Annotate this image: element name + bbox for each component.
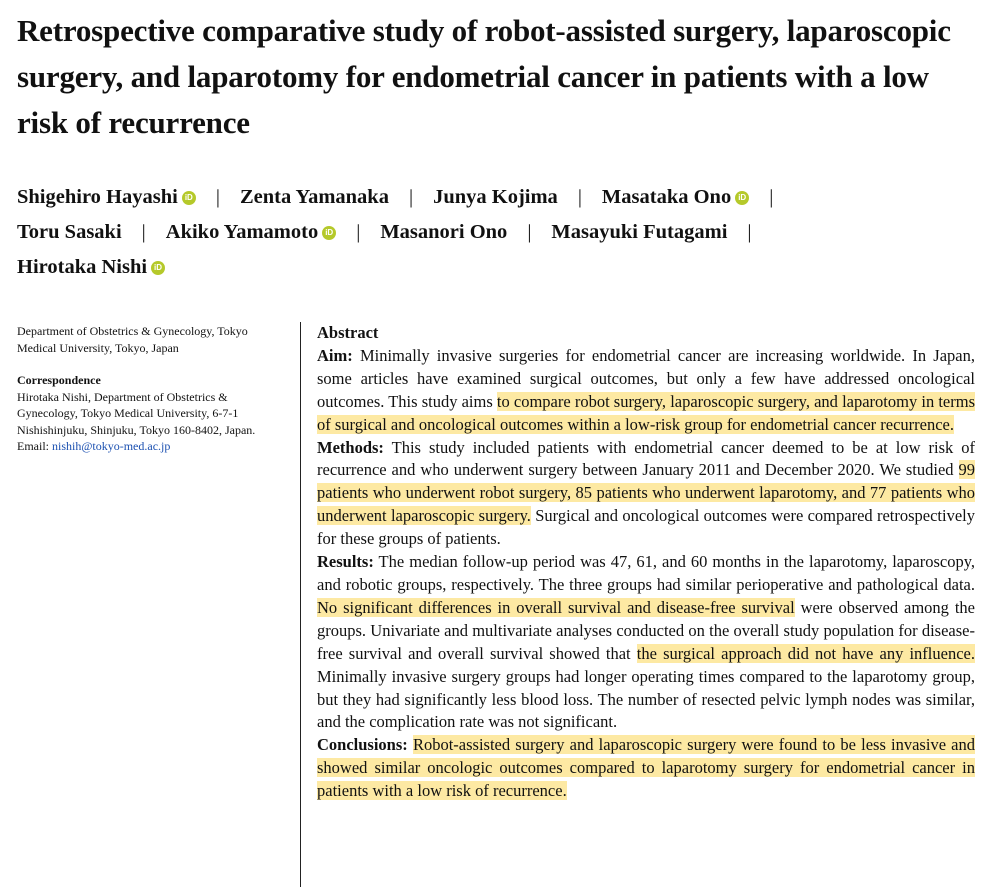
affiliation: Department of Obstetrics & Gynecology, T…: [17, 324, 248, 355]
abstract: Abstract Aim: Minimally invasive surgeri…: [317, 322, 975, 803]
results-highlight: the surgical approach did not have any i…: [636, 643, 975, 663]
author[interactable]: Junya Kojima: [433, 186, 558, 208]
abstract-methods: Methods: This study included patients wi…: [317, 437, 975, 552]
correspondence: Correspondence Hirotaka Nishi, Departmen…: [17, 372, 285, 455]
author-separator: |: [356, 221, 361, 243]
correspondence-heading: Correspondence: [17, 373, 101, 387]
methods-text: Surgical and oncological outcomes were c…: [317, 506, 975, 549]
author-separator: |: [747, 221, 752, 243]
aim-label: Aim:: [317, 345, 353, 365]
results-text: Minimally invasive surgery groups had lo…: [317, 666, 975, 732]
results-text: were observed among the groups. Univaria…: [317, 597, 975, 663]
author-separator: |: [215, 186, 220, 208]
orcid-icon[interactable]: iD: [151, 261, 166, 275]
email-line: Email: nishih@tokyo-med.ac.jp: [17, 438, 285, 455]
conclusions-label: Conclusions:: [317, 735, 408, 755]
abstract-heading: Abstract: [317, 323, 379, 342]
conclusions-highlight: Robot-assisted surgery and laparoscopic …: [317, 735, 975, 801]
email-link[interactable]: nishih@tokyo-med.ac.jp: [52, 439, 171, 453]
author[interactable]: Masanori Ono: [380, 221, 508, 243]
author[interactable]: Zenta Yamanaka: [239, 186, 389, 208]
results-label: Results:: [317, 552, 374, 572]
author-separator: |: [577, 186, 582, 208]
orcid-icon[interactable]: iD: [322, 226, 337, 240]
author-separator: |: [408, 186, 414, 208]
abstract-conclusions: Conclusions: Robot-assisted surgery and …: [317, 734, 975, 803]
orcid-icon[interactable]: iD: [181, 191, 196, 205]
abstract-aim: Aim: Minimally invasive surgeries for en…: [317, 345, 975, 437]
correspondence-text: Hirotaka Nishi, Department of Obstetrics…: [17, 389, 256, 437]
results-text: The median follow-up period was 47, 61, …: [317, 552, 975, 594]
author[interactable]: Masayuki Futagami: [551, 221, 728, 243]
results-highlight: No significant differences in overall su…: [317, 597, 795, 617]
author[interactable]: Masataka Ono iD: [602, 186, 750, 208]
author-separator: |: [527, 221, 532, 243]
aim-text: Minimally invasive surgeries for endomet…: [317, 345, 975, 411]
author[interactable]: Shigehiro Hayashi iD: [17, 186, 196, 208]
orcid-icon[interactable]: iD: [735, 191, 750, 205]
methods-text: This study included patients with endome…: [317, 437, 975, 480]
author[interactable]: Toru Sasaki: [17, 221, 122, 243]
author-separator: |: [141, 221, 146, 243]
author-separator: |: [769, 186, 774, 208]
author[interactable]: Akiko Yamamoto iD: [166, 221, 337, 243]
column-divider: [300, 322, 301, 887]
email-label: Email:: [17, 439, 52, 453]
author-list: Shigehiro Hayashi iD | Zenta Yamanaka | Junya…: [17, 180, 977, 285]
article-title: Retrospective comparative study of robot…: [17, 13, 951, 140]
methods-label: Methods:: [317, 437, 384, 457]
author[interactable]: Hirotaka Nishi iD: [17, 256, 166, 278]
article-sidebar: Department of Obstetrics & Gynecology, T…: [17, 323, 285, 471]
abstract-results: Results: The median follow-up period was…: [317, 551, 975, 734]
